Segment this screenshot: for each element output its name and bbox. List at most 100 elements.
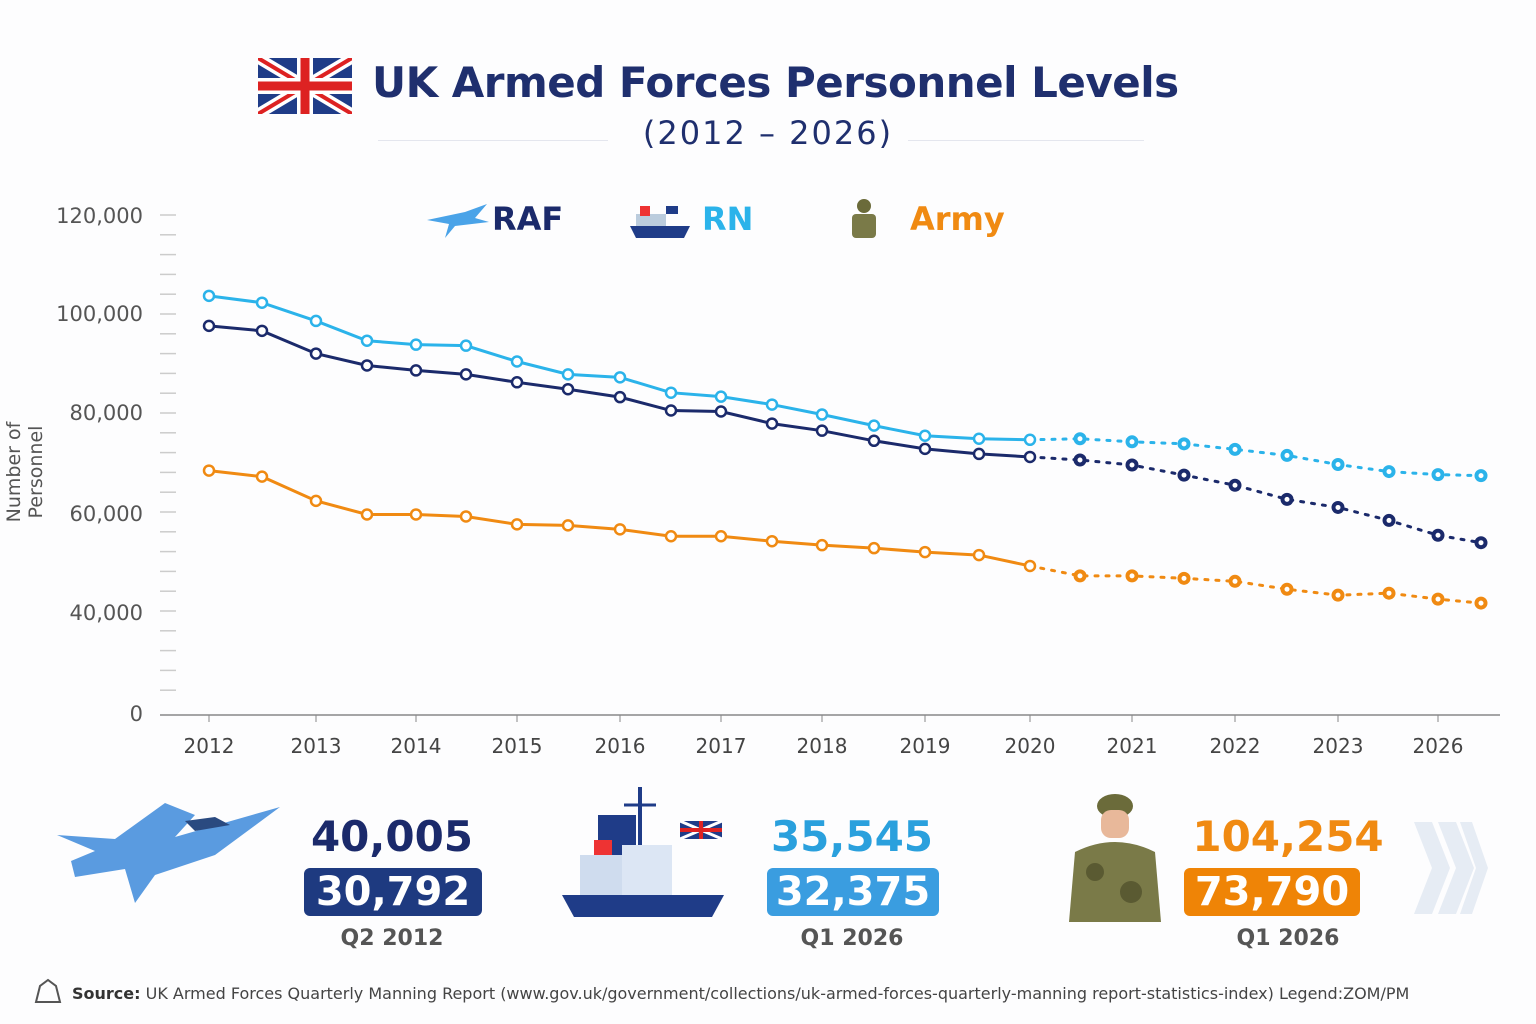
- y-tick-label: 100,000: [56, 302, 143, 326]
- card-army-top-value: 104,254: [1192, 812, 1384, 861]
- raf-point: [972, 447, 986, 461]
- line-chart: 0 40,000 60,000 80,000 100,000 120,000 2012 201…: [56, 204, 1500, 758]
- army-point: [664, 530, 678, 543]
- raf-point: [1023, 450, 1037, 464]
- army-projected-point: [1280, 582, 1294, 596]
- raf-point: [561, 382, 575, 396]
- card-raf-period: Q2 2012: [340, 926, 444, 951]
- union-jack-icon: [258, 58, 352, 114]
- card-army-value: 73,790: [1184, 868, 1360, 916]
- army-point: [409, 508, 423, 521]
- rn-point: [972, 432, 986, 446]
- raf-point: [459, 368, 473, 381]
- raf-projected-point: [1228, 478, 1242, 492]
- army-projected-point: [1431, 592, 1445, 606]
- legend-army: Army: [910, 200, 1005, 238]
- army-point: [360, 508, 374, 521]
- rn-point: [765, 398, 779, 411]
- army-projected-point: [1228, 574, 1242, 588]
- x-tick-label: 2021: [1107, 734, 1158, 758]
- y-tick-label: 60,000: [70, 502, 143, 526]
- raf-point: [867, 434, 881, 448]
- chart-title: UK Armed Forces Personnel Levels: [372, 58, 1179, 107]
- raf-projected-point: [1177, 468, 1191, 482]
- raf-point: [918, 442, 932, 456]
- y-tick-label: 120,000: [56, 204, 143, 228]
- rn-point: [510, 355, 524, 368]
- y-tick-label: 0: [130, 702, 143, 726]
- rn-point: [1023, 433, 1037, 447]
- x-tick-label: 2018: [797, 734, 848, 758]
- card-rn-value: 32,375: [767, 868, 939, 916]
- rn-projected-point: [1280, 448, 1294, 462]
- x-tick-label: 2026: [1413, 734, 1464, 758]
- raf-projected-point: [1431, 528, 1445, 542]
- army-projected-point: [1125, 569, 1139, 583]
- raf-point: [613, 390, 627, 404]
- raf-point: [202, 319, 216, 333]
- rn-point: [867, 419, 881, 432]
- army-actual-line: [208, 469, 1031, 568]
- raf-point: [510, 376, 524, 389]
- x-tick-label: 2022: [1210, 734, 1261, 758]
- rn-projected-point: [1125, 435, 1139, 449]
- army-point: [972, 548, 986, 562]
- army-point: [867, 541, 881, 555]
- army-point: [918, 545, 932, 559]
- card-raf-top-value: 40,005: [310, 812, 474, 861]
- y-tick-label: 80,000: [70, 401, 143, 425]
- raf-point: [714, 405, 728, 418]
- rn-point: [664, 386, 678, 399]
- soldier-icon: [852, 199, 876, 238]
- card-raf-value: 30,792: [304, 868, 482, 916]
- rn-point: [409, 338, 423, 351]
- rn-projected-point: [1474, 469, 1488, 483]
- army-point: [510, 518, 524, 531]
- rn-projected-point: [1228, 442, 1242, 456]
- raf-projected-point: [1073, 453, 1087, 467]
- army-projected-line: [1028, 564, 1483, 605]
- rn-point: [561, 368, 575, 381]
- rn-point: [613, 371, 627, 384]
- raf-projected-point: [1280, 492, 1294, 506]
- raf-point: [815, 424, 829, 437]
- divider: [378, 140, 608, 141]
- army-point: [765, 534, 779, 548]
- rn-projected-point: [1073, 432, 1087, 446]
- army-projected-point: [1331, 588, 1345, 602]
- raf-projected-line: [1028, 455, 1483, 545]
- y-tick-label: 40,000: [70, 601, 143, 625]
- royal-crest-icon: [34, 978, 62, 1003]
- card-rn-top-value: 35,545: [770, 812, 934, 861]
- x-tick-label: 2013: [291, 734, 342, 758]
- raf-point: [255, 324, 269, 338]
- x-tick-label: 2014: [391, 734, 442, 758]
- x-tick-label: 2015: [492, 734, 543, 758]
- raf-projected-point: [1474, 536, 1488, 550]
- rn-point: [714, 390, 728, 403]
- rn-point: [309, 314, 323, 328]
- rn-projected-point: [1177, 437, 1191, 451]
- divider: [908, 140, 1144, 141]
- raf-point: [360, 359, 374, 372]
- rn-projected-point: [1431, 468, 1445, 482]
- source-label: Source:: [72, 984, 141, 1003]
- chart-subtitle: (2012 – 2026): [642, 114, 894, 152]
- x-tick-label: 2012: [184, 734, 235, 758]
- army-projected-point: [1073, 569, 1087, 583]
- legend-raf: RAF: [492, 200, 564, 238]
- rn-projected-point: [1331, 458, 1345, 472]
- x-tick-label: 2020: [1005, 734, 1056, 758]
- rn-projected-point: [1382, 465, 1396, 479]
- rn-point: [918, 429, 932, 442]
- army-point: [613, 523, 627, 536]
- x-tick-label: 2023: [1313, 734, 1364, 758]
- source-text: UK Armed Forces Quarterly Manning Report…: [140, 984, 1410, 1003]
- source-note: Source: UK Armed Forces Quarterly Mannin…: [72, 984, 1409, 1003]
- rn-point: [255, 296, 269, 309]
- raf-point: [309, 347, 323, 360]
- army-point: [309, 494, 323, 508]
- fighter-jet-icon: [57, 803, 280, 903]
- raf-point: [765, 417, 779, 430]
- army-point: [561, 519, 575, 532]
